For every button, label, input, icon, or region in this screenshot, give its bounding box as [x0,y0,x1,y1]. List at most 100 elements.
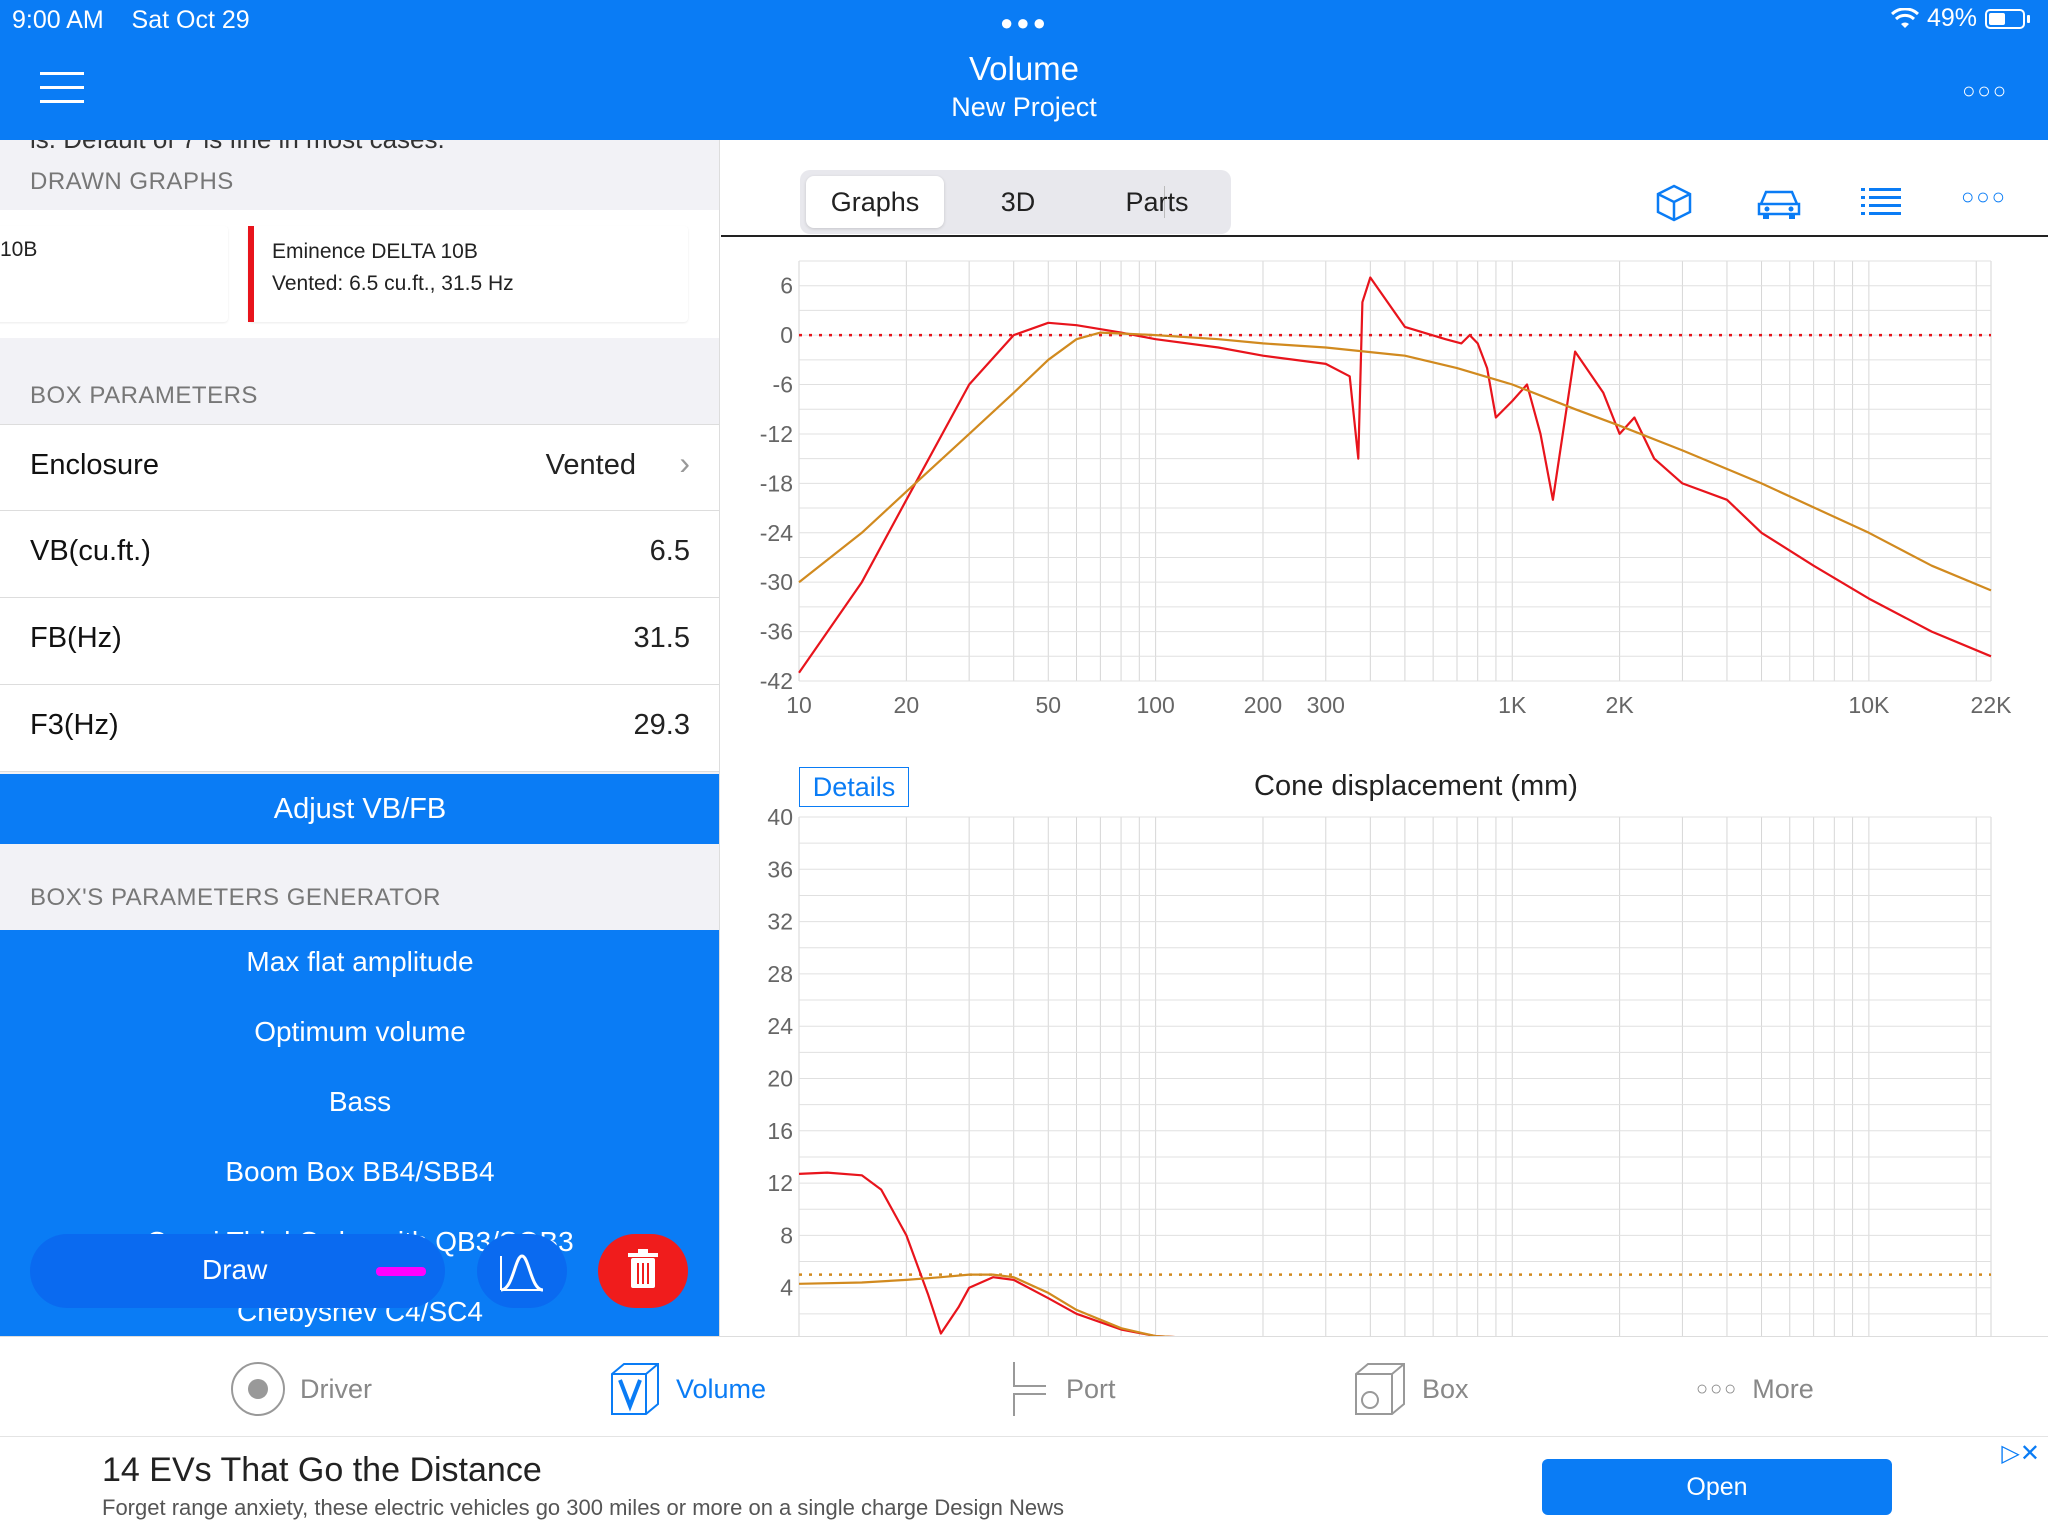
y-tick-label: 40 [767,804,793,830]
wifi-icon [1890,7,1919,28]
volume-icon [611,1363,659,1415]
tab-port[interactable]: Port [1008,1359,1116,1419]
series-line-1 [798,1171,1176,1336]
row-f3: F3(Hz) 29.3 [0,685,719,772]
port-icon [1013,1362,1046,1416]
x-tick-label: 10 [786,692,812,718]
status-time: 9:00 AM Sat Oct 29 [12,6,250,35]
gen-optimum-volume[interactable]: Optimum volume [254,1016,466,1047]
y-tick-label: -24 [760,520,793,546]
page-title: Volume [968,50,1080,87]
graph-color-bar [248,226,254,322]
x-tick-label: 2K [1606,692,1635,718]
x-tick-label: 22K [1971,692,2013,718]
gen-bass[interactable]: Bass [328,1086,392,1117]
tab-volume[interactable]: Volume [608,1359,766,1419]
vb-value: 6.5 [649,535,690,567]
ad-title[interactable]: 14 EVs That Go the Distance [102,1451,542,1489]
enclosure-value: Vented [545,449,636,481]
tab-driver[interactable]: Driver [230,1359,372,1419]
y-tick-label: 0 [780,322,793,348]
top-bar: 9:00 AM Sat Oct 29 ●●● 49% Volume New Pr… [0,0,2048,140]
row-enclosure[interactable]: Enclosure Vented › [0,424,719,511]
enclosure-label: Enclosure [30,449,159,481]
graph-card-2[interactable]: Eminence DELTA 10B Vented: 6.5 cu.ft., 3… [248,226,688,322]
ad-banner[interactable]: 14 EVs That Go the Distance Forget range… [0,1436,2048,1536]
vb-label: VB(cu.ft.) [30,535,151,567]
x-tick-label: 200 [1244,692,1282,718]
tab-box-label: Box [1422,1373,1469,1404]
curve-button[interactable] [477,1234,567,1308]
draw-label: Draw [202,1254,268,1285]
y-tick-label: 24 [767,1013,793,1039]
bell-curve-icon [500,1254,544,1292]
battery-icon [1985,8,2025,29]
series-line-2 [798,1273,1176,1336]
x-tick-label: 50 [1035,692,1061,718]
more-icon[interactable]: ○○○ [1961,184,2007,209]
x-tick-label: 20 [894,692,920,718]
tab-box[interactable]: Box [1352,1359,1469,1419]
graph-card-1[interactable]: 10B [0,226,228,322]
bottom-tab-bar: Driver Volume Port Box ○○○ More [0,1336,2048,1436]
page-subtitle: New Project [951,92,1097,122]
car-icon[interactable] [1755,182,1803,222]
trash-icon [628,1249,658,1288]
gen-max-flat[interactable]: Max flat amplitude [246,946,474,977]
fb-label: FB(Hz) [30,622,122,654]
y-tick-label: 36 [767,856,793,882]
status-right: 49% [1890,4,2030,33]
ad-choices-icon[interactable]: ▷✕ [2001,1440,2040,1467]
graph-panel: Graphs 3D Parts ○○○ 6 0 -6 -12 -18 -24 -30 -36 -… [721,140,2048,1336]
gen-boom-box[interactable]: Boom Box BB4/SBB4 [225,1156,495,1187]
y-tick-label: -30 [760,569,793,595]
box-icon [1355,1363,1405,1415]
tab-3d[interactable]: 3D [1000,187,1036,217]
tab-graphs[interactable]: Graphs [806,176,944,228]
tab-more-label: More [1752,1373,1814,1404]
y-tick-label: -12 [760,421,793,447]
tab-parts[interactable]: Parts [1125,187,1189,217]
row-vb[interactable]: VB(cu.ft.) 6.5 [0,511,719,598]
chevron-right-icon: › [679,445,690,481]
y-tick-label: 28 [767,961,793,987]
header-more-icon[interactable]: ○○○ [1962,78,2008,103]
tab-more[interactable]: ○○○ More [1696,1359,1814,1419]
ad-subtitle: Forget range anxiety, these electric veh… [102,1495,1064,1520]
view-segmented-control: Graphs 3D Parts [800,170,1231,234]
y-tick-label: 8 [780,1222,793,1248]
y-tick-label: -6 [773,372,793,398]
tab-driver-label: Driver [300,1373,372,1404]
battery-percent: 49% [1926,4,1977,32]
left-panel: is. Default of 7 is fine in most cases. … [0,140,720,1336]
tab-more-icon: ○○○ [1696,1377,1739,1400]
row-fb[interactable]: FB(Hz) 31.5 [0,598,719,685]
adjust-vb-fb-button[interactable]: Adjust VB/FB [0,774,719,844]
menu-icon[interactable] [40,72,84,104]
cube-icon[interactable] [1654,182,1694,222]
segment-divider [1164,186,1165,218]
x-tick-label: 1K [1498,692,1527,718]
details-button[interactable]: Details [799,767,909,807]
status-clock: 9:00 AM [12,6,104,34]
y-tick-label: 4 [780,1275,793,1301]
tab-volume-label: Volume [676,1373,767,1404]
f3-value: 29.3 [633,709,690,741]
drawn-graphs-header: DRAWN GRAPHS [30,168,234,195]
displacement-chart-title: Cone displacement (mm) [1254,770,1578,802]
f3-label: F3(Hz) [30,709,119,741]
list-icon[interactable] [1859,182,1903,222]
graph-card-2-title: Eminence DELTA 10B [272,240,478,263]
driver-icon [231,1362,285,1416]
draw-button[interactable]: Draw [30,1234,445,1308]
delete-button[interactable] [598,1234,688,1308]
status-date: Sat Oct 29 [131,6,250,34]
graph-card-2-detail: Vented: 6.5 cu.ft., 31.5 Hz [272,272,514,295]
multitask-dots-icon[interactable]: ●●● [1000,10,1049,35]
y-tick-label: 6 [780,273,793,299]
ad-open-button[interactable]: Open [1542,1459,1892,1515]
y-tick-label: 32 [767,909,793,935]
graph-card-1-title: 10B [0,238,38,261]
